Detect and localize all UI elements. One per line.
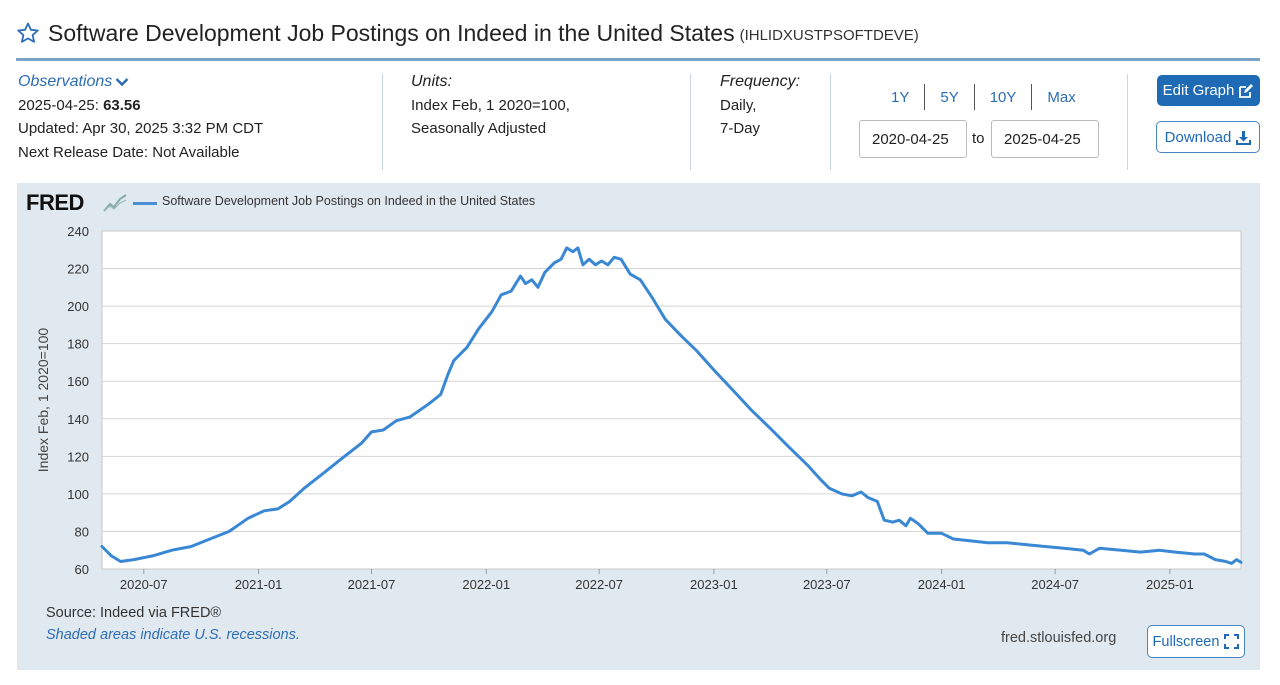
chart-logo-icon bbox=[103, 194, 127, 212]
edit-graph-label: Edit Graph bbox=[1162, 82, 1235, 99]
observation-date: 2025-04-25: bbox=[18, 96, 99, 114]
frequency-block: Frequency: Daily, 7-Day bbox=[720, 70, 800, 141]
y-tick-label: 140 bbox=[67, 412, 89, 427]
frequency-line2: 7-Day bbox=[720, 120, 761, 137]
units-block: Units: Index Feb, 1 2020=100, Seasonally… bbox=[411, 70, 570, 141]
range-tab-max[interactable]: Max bbox=[1031, 84, 1090, 110]
fullscreen-label: Fullscreen bbox=[1152, 633, 1220, 650]
y-tick-label: 80 bbox=[75, 524, 89, 539]
updated-text: Updated: Apr 30, 2025 3:32 PM CDT bbox=[18, 120, 264, 137]
title-row: Software Development Job Postings on Ind… bbox=[16, 16, 919, 50]
x-tick-label: 2020-07 bbox=[120, 577, 168, 592]
y-tick-label: 100 bbox=[67, 487, 89, 502]
fred-url: fred.stlouisfed.org bbox=[1001, 630, 1117, 646]
observations-block: Observations 2025-04-25: 63.56 Updated: … bbox=[18, 70, 263, 164]
x-tick-label: 2024-01 bbox=[918, 577, 966, 592]
fred-logo: FRED bbox=[26, 190, 84, 215]
download-button[interactable]: Download bbox=[1156, 121, 1260, 153]
source-text: Source: Indeed via FRED® bbox=[46, 605, 222, 621]
series-id: (IHLIDXUSTPSOFTDEVE) bbox=[739, 26, 919, 44]
y-tick-label: 180 bbox=[67, 337, 89, 352]
divider bbox=[382, 74, 383, 170]
x-tick-label: 2021-07 bbox=[348, 577, 396, 592]
y-axis-ticks: 60 80 100 120 140 160 180 200 220 240 bbox=[67, 224, 89, 577]
x-tick-label: 2022-07 bbox=[575, 577, 623, 592]
frequency-line1: Daily, bbox=[720, 96, 757, 114]
x-axis-ticks: 2020-07 2021-01 2021-07 2022-01 2022-07 2023-… bbox=[120, 569, 1194, 592]
x-tick-label: 2025-01 bbox=[1146, 577, 1194, 592]
to-label: to bbox=[972, 130, 985, 147]
next-release-text: Next Release Date: Not Available bbox=[18, 143, 240, 161]
divider bbox=[1127, 74, 1128, 170]
fullscreen-button[interactable]: Fullscreen bbox=[1147, 625, 1245, 658]
star-outline-icon[interactable] bbox=[16, 21, 40, 45]
x-tick-label: 2023-07 bbox=[803, 577, 851, 592]
chevron-down-icon bbox=[115, 77, 129, 86]
end-date-input[interactable] bbox=[991, 120, 1099, 158]
fullscreen-icon bbox=[1224, 634, 1240, 649]
legend-swatch bbox=[133, 202, 157, 205]
divider bbox=[830, 74, 831, 170]
range-tab-10y[interactable]: 10Y bbox=[973, 84, 1032, 110]
observations-label: Observations bbox=[18, 73, 113, 90]
download-label: Download bbox=[1164, 128, 1232, 146]
plot-area bbox=[102, 231, 1241, 569]
y-tick-label: 60 bbox=[75, 562, 89, 577]
y-tick-label: 200 bbox=[67, 299, 89, 314]
y-axis-label: Index Feb, 1 2020=100 bbox=[35, 328, 51, 473]
legend-label: Software Development Job Postings on Ind… bbox=[162, 194, 536, 208]
series-line bbox=[100, 246, 1243, 565]
gridlines bbox=[101, 230, 1242, 570]
y-tick-label: 220 bbox=[67, 262, 89, 277]
x-tick-label: 2024-07 bbox=[1031, 577, 1079, 592]
observation-value: 63.56 bbox=[103, 96, 141, 114]
start-date-input[interactable] bbox=[859, 120, 967, 158]
y-tick-label: 240 bbox=[67, 224, 89, 239]
frequency-label: Frequency: bbox=[720, 73, 801, 90]
range-tab-5y[interactable]: 5Y bbox=[924, 84, 973, 110]
title-divider bbox=[16, 58, 1260, 61]
x-tick-label: 2022-01 bbox=[462, 577, 510, 592]
units-line2: Seasonally Adjusted bbox=[411, 120, 547, 137]
page-title: Software Development Job Postings on Ind… bbox=[48, 19, 735, 46]
recession-note: Shaded areas indicate U.S. recessions. bbox=[46, 627, 300, 643]
y-tick-label: 160 bbox=[67, 374, 89, 389]
divider bbox=[690, 74, 691, 170]
download-icon bbox=[1236, 130, 1252, 145]
units-label: Units: bbox=[411, 73, 452, 90]
units-line1: Index Feb, 1 2020=100, bbox=[411, 96, 570, 114]
range-tab-1y[interactable]: 1Y bbox=[891, 88, 910, 106]
y-tick-label: 120 bbox=[67, 449, 89, 464]
edit-icon bbox=[1239, 83, 1254, 98]
plot-border bbox=[101, 230, 1242, 570]
observations-dropdown[interactable]: Observations bbox=[18, 70, 129, 94]
observation-latest: 2025-04-25: 63.56 bbox=[18, 94, 263, 118]
edit-graph-button[interactable]: Edit Graph bbox=[1157, 75, 1260, 106]
x-tick-label: 2023-01 bbox=[690, 577, 738, 592]
range-tabs: 1Y 5Y 10Y Max bbox=[876, 84, 1091, 110]
x-tick-label: 2021-01 bbox=[235, 577, 283, 592]
